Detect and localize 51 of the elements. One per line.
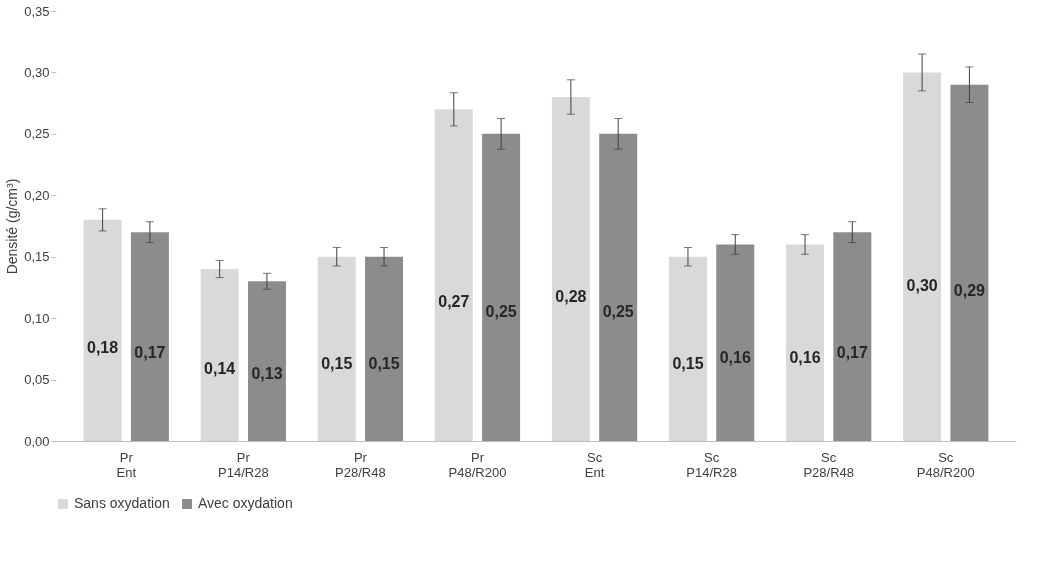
bar	[200, 269, 239, 441]
y-tick-label: 0,10	[24, 310, 50, 326]
bar	[833, 232, 872, 441]
data-label: 0,17	[836, 344, 869, 362]
data-label: 0,27	[438, 292, 470, 310]
data-label: 0,29	[953, 282, 986, 300]
data-label: 0,18	[87, 339, 119, 357]
data-label: 0,17	[134, 344, 166, 362]
y-axis-title: Densité (g/cm³)	[4, 178, 21, 275]
y-tick-label: 0,30	[24, 64, 50, 80]
data-label: 0,16	[719, 349, 751, 367]
data-label: 0,30	[906, 277, 938, 295]
data-label: 0,25	[485, 303, 517, 320]
bar	[317, 256, 356, 441]
bar	[365, 256, 404, 441]
bar	[950, 84, 989, 441]
data-label: 0,15	[672, 354, 704, 372]
data-label: 0,16	[789, 349, 821, 367]
bar	[599, 133, 638, 441]
data-label: 0,15	[321, 354, 353, 372]
y-tick-label: 0,20	[24, 187, 50, 203]
x-tick-label: Sc P48/R200	[916, 449, 975, 480]
legend-label: Avec oxydation	[198, 495, 293, 511]
x-tick-label: Pr P28/R48	[335, 449, 386, 480]
bar	[716, 244, 755, 441]
x-tick-label: Sc P28/R48	[803, 449, 854, 480]
x-tick-label: Pr P14/R28	[218, 449, 269, 480]
x-tick-label: Sc Ent	[584, 449, 605, 480]
bar	[83, 219, 122, 441]
data-label: 0,28	[555, 287, 587, 305]
bar	[668, 256, 707, 441]
x-tick-label: Sc P14/R28	[686, 449, 737, 480]
y-tick-label: 0,25	[24, 126, 50, 142]
y-tick-label: 0,35	[24, 3, 50, 19]
data-label: 0,14	[204, 359, 236, 377]
data-label: 0,13	[251, 364, 283, 382]
y-tick-label: 0,00	[24, 433, 50, 449]
y-tick-label: 0,05	[24, 372, 50, 388]
x-tick-label: Pr Ent	[116, 449, 137, 480]
bar	[903, 72, 942, 441]
bar	[551, 97, 590, 441]
y-tick-label: 0,15	[24, 249, 50, 265]
legend-label: Sans oxydation	[74, 495, 170, 511]
bar	[130, 232, 169, 441]
bar	[786, 244, 825, 441]
bar	[247, 281, 286, 441]
data-label: 0,25	[602, 303, 634, 320]
x-tick-label: Pr P48/R200	[448, 449, 507, 480]
bar	[482, 133, 521, 441]
data-label: 0,15	[368, 354, 400, 372]
bar	[434, 109, 473, 441]
